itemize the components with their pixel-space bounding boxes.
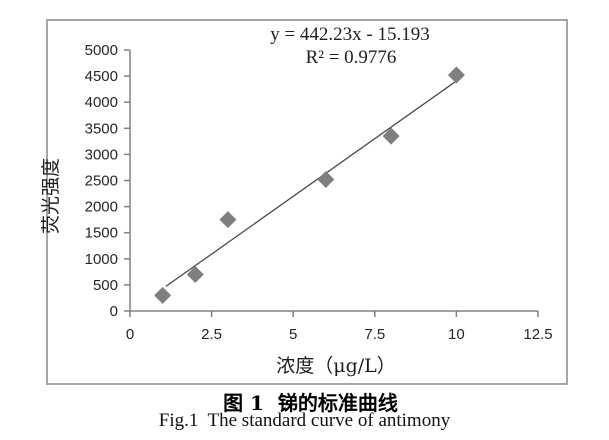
x-axis-tick-label: 0: [126, 326, 134, 343]
data-point-marker: [186, 265, 204, 283]
y-axis-tick-label: 2500: [85, 173, 118, 190]
y-axis-tick-label: 4000: [85, 94, 118, 111]
y-axis-tick-label: 500: [93, 277, 118, 294]
trendline: [165, 75, 464, 287]
data-point-marker: [219, 211, 237, 229]
y-axis-tick-label: 1000: [85, 251, 118, 268]
y-axis-tick-label: 4500: [85, 68, 118, 85]
y-axis-tick-label: 1500: [85, 225, 118, 242]
data-point-marker: [154, 286, 172, 304]
y-axis-title: 荧光强度: [40, 158, 62, 234]
y-axis-tick-label: 3000: [85, 146, 118, 163]
x-axis-title: 浓度（μg/L）: [276, 355, 396, 377]
data-point-marker: [382, 127, 400, 145]
y-axis-tick-label: 2000: [85, 199, 118, 216]
x-axis-tick-label: 7.5: [364, 326, 385, 343]
x-axis-tick-label: 2.5: [201, 326, 222, 343]
trendline-r2-label: R² = 0.9776: [306, 47, 397, 68]
trendline-equation-label: y = 442.23x - 15.193: [270, 24, 430, 45]
y-axis-tick-label: 0: [110, 303, 118, 320]
x-axis-tick-label: 12.5: [523, 326, 552, 343]
data-point-marker: [317, 170, 335, 188]
plot-layer: 0 500 1000 1500 2000 2500 3000 3500 4000 4500 5000…: [85, 42, 553, 343]
x-axis-tick-label: 10: [448, 326, 465, 343]
data-point-marker: [447, 66, 465, 84]
y-axis-tick-label: 3500: [85, 120, 118, 137]
chart-frame-border: [46, 19, 568, 385]
figure-caption-zh: 图 1 锑的标准曲线: [223, 391, 398, 415]
y-axis-tick-label: 5000: [85, 42, 118, 59]
x-axis-tick-label: 5: [289, 326, 297, 343]
figure-caption-en: Fig.1 The standard curve of antimony: [158, 410, 451, 431]
